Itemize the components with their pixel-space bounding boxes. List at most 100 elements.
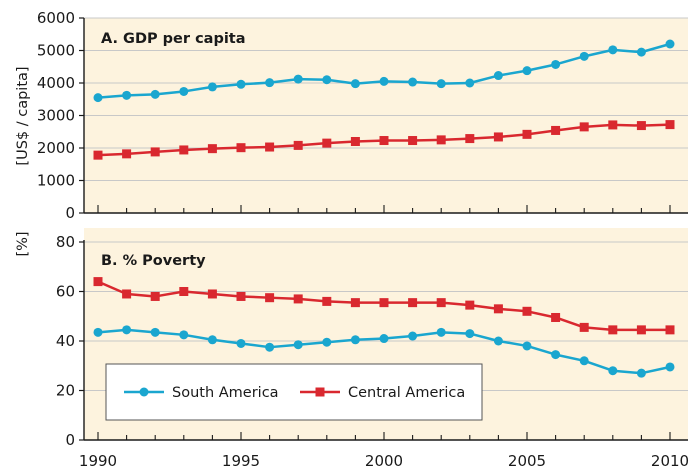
x-tick-label-2000: 2000	[365, 452, 403, 470]
poverty-panel-title: B. % Poverty	[101, 253, 206, 269]
poverty-central-america-point-2001	[408, 298, 417, 307]
poverty-y-tick-label-80: 80	[56, 233, 75, 251]
poverty-south-america-point-1999	[351, 335, 360, 344]
gdp-central-america-point-2007	[580, 122, 589, 131]
poverty-panel: 0 20 40 60 80 1990 1995 2000 2005 2010 [%] B. % …	[15, 228, 689, 470]
gdp-y-tick-label-1000: 1000	[37, 172, 75, 190]
poverty-y-tick-label-60: 60	[56, 283, 75, 301]
x-tick-label-1990: 1990	[79, 452, 117, 470]
poverty-south-america-point-1991	[122, 325, 131, 334]
gdp-south-america-point-1994	[208, 82, 217, 91]
poverty-south-america-point-1990	[94, 328, 103, 337]
poverty-south-america-point-2004	[494, 337, 503, 346]
gdp-south-america-point-2001	[408, 78, 417, 87]
x-tick-label-2005: 2005	[508, 452, 546, 470]
gdp-central-america-point-1992	[151, 147, 160, 156]
gdp-south-america-point-2000	[380, 77, 389, 86]
poverty-y-tick-label-40: 40	[56, 332, 75, 350]
poverty-south-america-point-2010	[666, 362, 675, 371]
gdp-south-america-point-1991	[122, 91, 131, 100]
gdp-south-america-point-1999	[351, 79, 360, 88]
gdp-south-america-point-1997	[294, 75, 303, 84]
gdp-y-tick-label-6000: 6000	[37, 9, 75, 27]
gdp-south-america-point-2006	[551, 60, 560, 69]
gdp-central-america-point-1996	[265, 143, 274, 152]
poverty-south-america-point-1995	[237, 339, 246, 348]
poverty-central-america-point-2002	[437, 298, 446, 307]
gdp-south-america-point-1990	[94, 93, 103, 102]
gdp-central-america-point-2000	[380, 136, 389, 145]
gdp-south-america-point-2009	[637, 48, 646, 57]
gdp-central-america-point-2009	[637, 121, 646, 130]
poverty-south-america-point-1998	[322, 338, 331, 347]
poverty-central-america-point-2009	[637, 325, 646, 334]
poverty-central-america-point-2010	[666, 325, 675, 334]
gdp-y-tick-label-2000: 2000	[37, 139, 75, 157]
poverty-central-america-point-1999	[351, 298, 360, 307]
x-tick-label-1995: 1995	[222, 452, 260, 470]
gdp-central-america-point-1998	[322, 139, 331, 148]
poverty-y-axis-title: [%]	[15, 231, 31, 256]
gdp-y-axis-title: [US$ / capita]	[15, 66, 31, 165]
poverty-central-america-point-1990	[94, 277, 103, 286]
gdp-south-america-point-2010	[666, 40, 675, 49]
poverty-south-america-point-2003	[465, 329, 474, 338]
poverty-central-america-point-2006	[551, 313, 560, 322]
poverty-central-america-point-1994	[208, 289, 217, 298]
poverty-central-america-point-2005	[523, 307, 532, 316]
gdp-south-america-point-2007	[580, 52, 589, 61]
gdp-south-america-point-1995	[237, 80, 246, 89]
gdp-central-america-point-1991	[122, 149, 131, 158]
poverty-central-america-point-2004	[494, 304, 503, 313]
poverty-central-america-point-1998	[322, 297, 331, 306]
poverty-central-america-point-1992	[151, 292, 160, 301]
gdp-panel: 0 1000 2000 3000 4000 5000 6000 [US$ / capita]…	[15, 9, 688, 222]
poverty-central-america-point-2007	[580, 323, 589, 332]
poverty-south-america-point-2007	[580, 356, 589, 365]
gdp-south-america-point-2005	[523, 66, 532, 75]
poverty-y-tick-label-20: 20	[56, 382, 75, 400]
poverty-central-america-point-2003	[465, 301, 474, 310]
gdp-south-america-point-1996	[265, 78, 274, 87]
poverty-central-america-point-1991	[122, 289, 131, 298]
gdp-south-america-point-2008	[608, 45, 617, 54]
poverty-south-america-point-2002	[437, 328, 446, 337]
gdp-central-america-point-1999	[351, 137, 360, 146]
poverty-south-america-point-2001	[408, 332, 417, 341]
gdp-central-america-point-2005	[523, 130, 532, 139]
poverty-central-america-point-1996	[265, 293, 274, 302]
gdp-south-america-point-2003	[465, 79, 474, 88]
gdp-y-tick-label-4000: 4000	[37, 74, 75, 92]
gdp-central-america-point-1994	[208, 144, 217, 153]
legend-central-america-marker	[316, 388, 325, 397]
gdp-central-america-point-2001	[408, 136, 417, 145]
gdp-y-tick-label-3000: 3000	[37, 107, 75, 125]
poverty-south-america-point-1994	[208, 335, 217, 344]
poverty-south-america-point-1993	[179, 330, 188, 339]
poverty-south-america-point-1992	[151, 328, 160, 337]
poverty-south-america-point-2009	[637, 369, 646, 378]
gdp-south-america-point-2004	[494, 71, 503, 80]
legend-south-america-label: South America	[172, 385, 279, 401]
gdp-central-america-point-2004	[494, 132, 503, 141]
legend-south-america-marker	[140, 388, 149, 397]
gdp-central-america-point-1995	[237, 143, 246, 152]
gdp-panel-title: A. GDP per capita	[101, 31, 246, 47]
poverty-y-tick-label-0: 0	[65, 431, 75, 449]
legend-central-america-label: Central America	[348, 385, 465, 401]
gdp-south-america-point-1992	[151, 90, 160, 99]
gdp-y-tick-label-0: 0	[65, 204, 75, 222]
gdp-south-america-point-1998	[322, 75, 331, 84]
poverty-south-america-point-2000	[380, 334, 389, 343]
gdp-y-tick-label-5000: 5000	[37, 42, 75, 60]
poverty-south-america-point-2006	[551, 350, 560, 359]
poverty-south-america-point-1997	[294, 340, 303, 349]
poverty-central-america-point-1995	[237, 292, 246, 301]
poverty-central-america-point-2000	[380, 298, 389, 307]
x-tick-label-2010: 2010	[651, 452, 689, 470]
gdp-central-america-point-1993	[179, 145, 188, 154]
gdp-central-america-point-1997	[294, 141, 303, 150]
gdp-central-america-point-2010	[666, 120, 675, 129]
poverty-central-america-point-1997	[294, 294, 303, 303]
